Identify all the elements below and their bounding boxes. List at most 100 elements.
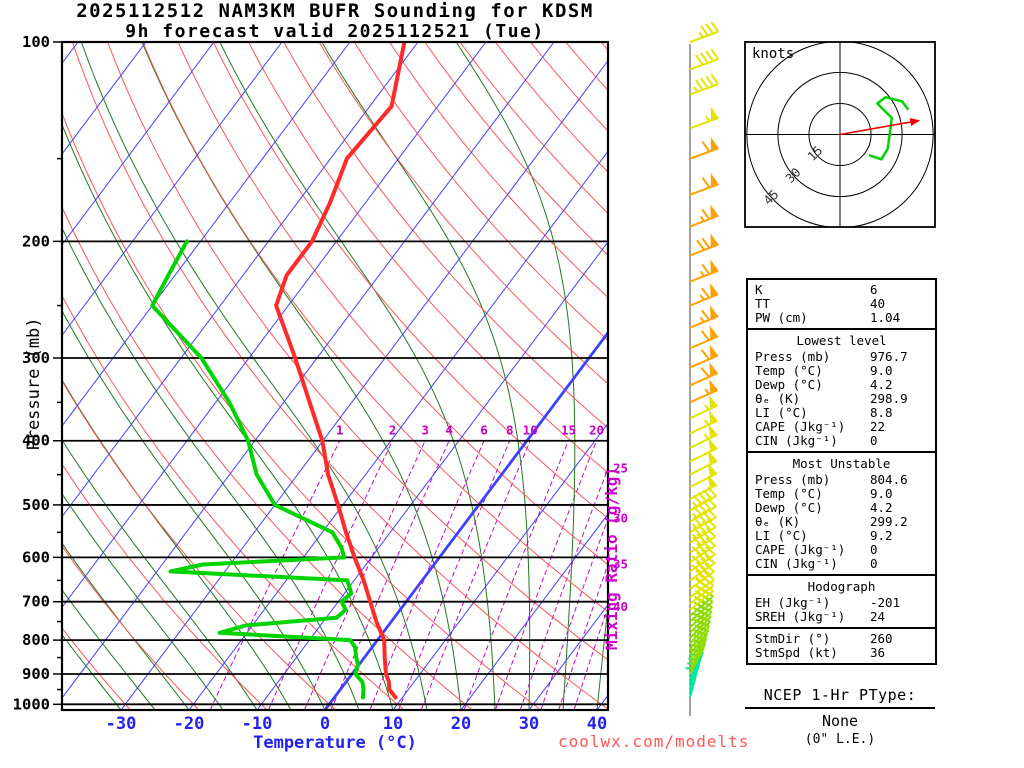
svg-text:40: 40 [613,599,628,614]
stat-row: Temp (°C) 9.0 [748,487,935,501]
hodograph-units-label: knots [752,46,795,62]
ptype-value: None [821,712,859,730]
svg-text:15: 15 [561,423,576,438]
svg-text:1: 1 [336,423,344,438]
ptype-liquid-equivalent: (0" L.E.) [804,732,876,747]
temperature-tick-labels: -30 -20 -10 0 10 20 30 40 [106,714,608,734]
stat-value: 9.2 [870,528,893,543]
svg-text:40: 40 [587,714,607,734]
stat-row: Dewp (°C) 4.2 [748,501,935,515]
stat-row: CIN (Jkg⁻¹) 0 [748,557,935,571]
stat-label: K [755,282,763,297]
stat-label: TT [755,296,771,311]
stat-label: Press (mb) [755,349,831,364]
stat-value: 9.0 [870,363,893,378]
stat-row: StmDir (°) 260 [748,632,935,646]
svg-text:300: 300 [22,349,50,367]
mixing-ratio-lines [209,440,608,710]
stat-label: PW (cm) [755,310,808,325]
stat-row: Dewp (°C) 4.2 [748,378,935,392]
stat-row: LI (°C) 8.8 [748,406,935,420]
stat-value: 260 [870,631,893,646]
hodograph-ring-label: 15 [804,143,825,164]
stat-label: CIN (Jkg⁻¹) [755,433,838,448]
stat-value: 804.6 [870,472,908,487]
stat-row: CIN (Jkg⁻¹) 0 [748,434,935,448]
hodograph-frame [744,41,936,228]
stat-row: CAPE (Jkg⁻¹) 22 [748,420,935,434]
stat-label: CAPE (Jkg⁻¹) [755,419,846,434]
stat-label: StmSpd (kt) [755,645,838,660]
stat-value: 40 [870,296,886,311]
stat-label: Press (mb) [755,472,831,487]
svg-text:100: 100 [22,33,50,51]
zero-isotherm [323,330,608,710]
stat-row: PW (cm) 1.04 [748,311,935,325]
svg-text:400: 400 [22,432,50,450]
plot-frame [60,40,610,712]
stat-value: 0 [870,542,878,557]
stats-section-header: Hodograph [807,579,876,594]
chart-title-line2: 9h forecast valid 2025112521 (Tue) [125,21,545,42]
stat-label: CAPE (Jkg⁻¹) [755,542,846,557]
stats-section-header: Lowest level [796,333,887,348]
stat-label: LI (°C) [755,528,808,543]
stats-panel: K 6 TT 40 PW (cm) 1.04 Lowest level Press (mb) 9… [746,278,937,665]
stat-label: Dewp (°C) [755,377,823,392]
svg-text:-30: -30 [106,714,137,734]
wind-barbs [685,21,720,698]
stat-value: 24 [870,609,886,624]
storm-motion-arrowhead [909,118,921,127]
stat-row: Press (mb) 804.6 [748,473,935,487]
svg-text:35: 35 [613,556,628,571]
chart-title-line1: 2025112512 NAM3KM BUFR Sounding for KDSM [76,0,594,22]
stat-label: CIN (Jkg⁻¹) [755,556,838,571]
stat-row: StmSpd (kt) 36 [748,646,935,660]
stat-value: 6 [870,282,878,297]
hodograph-trace [868,95,910,161]
hodograph-ring [777,71,903,198]
site-watermark: coolwx.com/modelts [558,732,750,751]
pressure-ticks [53,41,62,706]
hodograph-ring [808,102,872,167]
stat-row: Press (mb) 976.7 [748,350,935,364]
stat-value: 36 [870,645,886,660]
moist-adiabats [62,42,608,710]
stat-value: 298.9 [870,391,908,406]
stat-value: 9.0 [870,486,893,501]
svg-text:600: 600 [22,548,50,566]
stat-value: 299.2 [870,514,908,529]
svg-text:25: 25 [613,461,628,476]
stat-row: LI (°C) 9.2 [748,529,935,543]
svg-text:20: 20 [589,423,604,438]
svg-text:-20: -20 [174,714,205,734]
stat-value: 0 [870,433,878,448]
svg-text:1000: 1000 [13,695,50,713]
svg-text:200: 200 [22,232,50,250]
storm-motion-arrow [839,120,914,136]
mixing-ratio-labels: 1 2 3 4 6 8 10 15 20 25 30 35 40 [336,423,628,614]
stat-row: CAPE (Jkg⁻¹) 0 [748,543,935,557]
stat-value: 1.04 [870,310,901,325]
stat-label: SREH (Jkg⁻¹) [755,609,846,624]
svg-text:700: 700 [22,593,50,611]
stats-section-header: Most Unstable [792,456,891,471]
stat-label: Temp (°C) [755,486,823,501]
svg-text:0: 0 [320,714,330,734]
stat-value: 22 [870,419,886,434]
mixing-ratio-axis-label: Mixing Ratio (g/kg) [602,466,621,650]
ptype-title: NCEP 1-Hr PType: [745,686,935,709]
dewpoint-curve [150,239,366,700]
svg-text:20: 20 [451,714,471,734]
stat-value: 976.7 [870,349,908,364]
svg-text:4: 4 [445,423,453,438]
stat-row: EH (Jkg⁻¹) -201 [748,596,935,610]
stat-row: TT 40 [748,297,935,311]
hodograph-ring [746,42,934,227]
svg-text:2: 2 [389,423,397,438]
stat-row: θₑ (K) 299.2 [748,515,935,529]
stat-label: θₑ (K) [755,391,801,406]
stat-value: 4.2 [870,500,893,515]
stat-row: SREH (Jkg⁻¹) 24 [748,610,935,624]
